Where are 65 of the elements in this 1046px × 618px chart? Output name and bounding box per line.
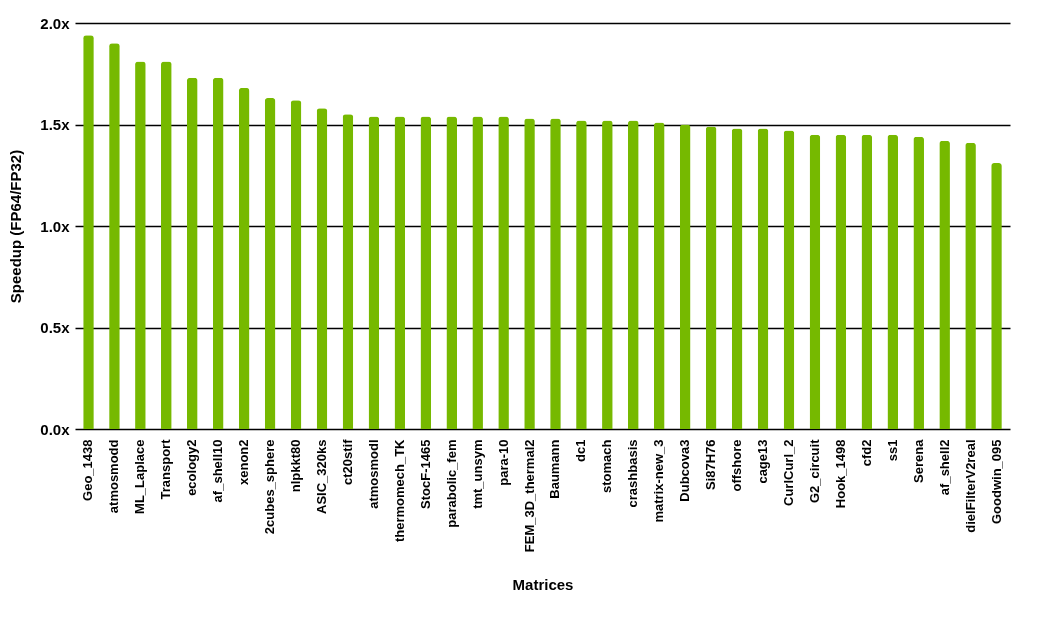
x-tick-label: para-10 [495, 439, 511, 486]
bar [835, 134, 847, 429]
x-tick-label: af_shell2 [936, 439, 952, 496]
x-tick-label: nlpkkt80 [288, 439, 304, 493]
x-tick-label: G2_circuit [806, 438, 822, 504]
y-tick-label: 2.0x [40, 14, 71, 32]
x-tick-label: parabolic_fem [443, 439, 459, 528]
x-tick-label: tmt_unsym [469, 439, 485, 509]
x-tick-label: matrix-new_3 [651, 439, 667, 523]
bar [783, 130, 795, 429]
x-axis-title: Matrices [512, 576, 574, 594]
x-tick-label: Dubcova3 [677, 439, 693, 502]
x-tick-label: Goodwin_095 [988, 439, 1004, 525]
x-tick-label: crashbasis [625, 439, 641, 508]
bar [731, 128, 743, 429]
x-tick-label: atmosmodd [106, 439, 122, 514]
x-tick-label: StocF-1465 [417, 439, 433, 509]
y-tick-label: 1.0x [40, 217, 71, 235]
y-tick-label: 0.0x [40, 420, 71, 438]
x-tick-label: ASIC_320ks [313, 439, 329, 514]
bar [446, 116, 458, 429]
bar [705, 126, 717, 429]
bar [368, 116, 380, 429]
x-tick-label: xenon2 [236, 439, 252, 486]
x-tick-label: FEM_3D_thermal2 [521, 439, 537, 553]
bar [809, 134, 821, 429]
bar [264, 98, 276, 429]
bar [861, 134, 873, 429]
x-tick-label: ct20stif [339, 438, 355, 486]
bar [679, 124, 691, 429]
bar [627, 120, 639, 429]
bar [186, 77, 198, 429]
bar [653, 122, 665, 429]
bar [394, 116, 406, 429]
y-tick-label: 1.5x [40, 116, 71, 133]
x-tick-label: Hook_1498 [832, 439, 848, 509]
x-tick-label: ss1 [884, 439, 900, 462]
x-tick-label: Si87H76 [703, 439, 719, 491]
x-tick-label: Serena [910, 438, 926, 483]
x-tick-label: offshore [729, 439, 745, 492]
x-tick-label: Baumann [547, 439, 563, 499]
x-tick-label: 2cubes_sphere [262, 439, 278, 535]
x-tick-label: Geo_1438 [80, 439, 96, 501]
x-tick-label: dielFilterV2real [962, 439, 978, 533]
x-tick-label: dc1 [573, 439, 589, 462]
y-tick-label: 0.5x [40, 319, 71, 336]
x-tick-label: atmosmodl [365, 439, 381, 509]
x-tick-label: cfd2 [858, 439, 874, 467]
x-tick-label: stomach [599, 439, 615, 493]
x-tick-label: Transport [158, 438, 174, 500]
x-tick-label: CurlCurl_2 [780, 439, 796, 506]
y-axis-title: Speedup (FP64/FP32) [7, 149, 25, 304]
bar [887, 134, 899, 429]
bar [238, 87, 250, 429]
bar [290, 100, 302, 429]
bar [212, 77, 224, 429]
bar [342, 114, 354, 429]
x-tick-label: ecology2 [184, 439, 200, 496]
bar [316, 108, 328, 429]
x-tick-label: cage13 [755, 439, 771, 484]
x-tick-label: ML_Laplace [132, 439, 148, 514]
bar [420, 116, 432, 429]
x-tick-label: thermomech_TK [391, 438, 407, 543]
bar [757, 128, 769, 429]
x-tick-label: af_shell10 [210, 439, 226, 503]
